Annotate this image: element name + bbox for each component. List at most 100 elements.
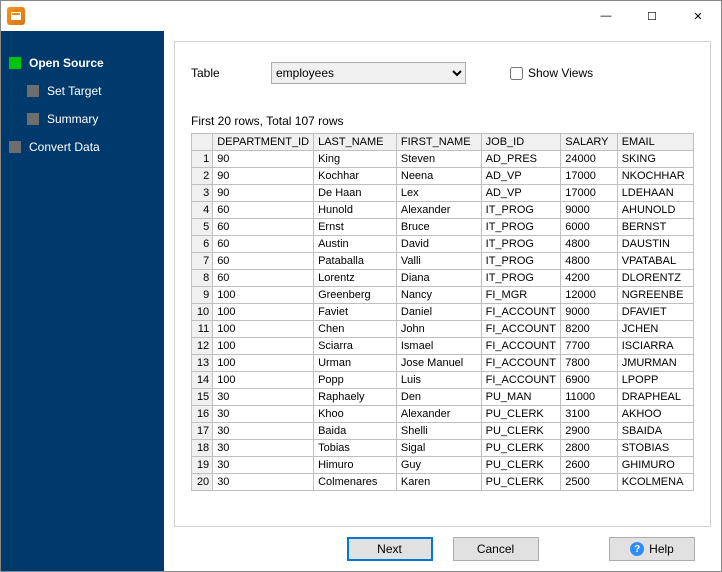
maximize-button[interactable]: ☐ xyxy=(629,1,675,31)
data-cell[interactable]: 100 xyxy=(213,321,314,338)
data-cell[interactable]: BERNST xyxy=(617,219,693,236)
column-header[interactable]: SALARY xyxy=(561,134,617,151)
data-cell[interactable]: Sigal xyxy=(396,440,481,457)
data-cell[interactable]: Pataballa xyxy=(314,253,397,270)
data-cell[interactable]: FI_ACCOUNT xyxy=(481,372,561,389)
next-button[interactable]: Next xyxy=(347,537,433,561)
data-cell[interactable]: 60 xyxy=(213,236,314,253)
data-cell[interactable]: IT_PROG xyxy=(481,219,561,236)
table-row[interactable]: 9100GreenbergNancyFI_MGR12000NGREENBE xyxy=(192,287,694,304)
data-cell[interactable]: Daniel xyxy=(396,304,481,321)
data-cell[interactable]: SBAIDA xyxy=(617,423,693,440)
data-cell[interactable]: 30 xyxy=(213,423,314,440)
data-cell[interactable]: Raphaely xyxy=(314,389,397,406)
data-cell[interactable]: 60 xyxy=(213,219,314,236)
data-cell[interactable]: 7700 xyxy=(561,338,617,355)
table-row[interactable]: 390De HaanLexAD_VP17000LDEHAAN xyxy=(192,185,694,202)
data-cell[interactable]: DAUSTIN xyxy=(617,236,693,253)
data-cell[interactable]: Diana xyxy=(396,270,481,287)
data-cell[interactable]: Shelli xyxy=(396,423,481,440)
data-cell[interactable]: 100 xyxy=(213,304,314,321)
data-cell[interactable]: 8200 xyxy=(561,321,617,338)
data-cell[interactable]: Bruce xyxy=(396,219,481,236)
data-cell[interactable]: 2600 xyxy=(561,457,617,474)
data-cell[interactable]: AD_PRES xyxy=(481,151,561,168)
data-cell[interactable]: Ismael xyxy=(396,338,481,355)
data-cell[interactable]: Chen xyxy=(314,321,397,338)
data-cell[interactable]: Guy xyxy=(396,457,481,474)
data-cell[interactable]: AD_VP xyxy=(481,168,561,185)
table-row[interactable]: 760PataballaValliIT_PROG4800VPATABAL xyxy=(192,253,694,270)
table-row[interactable]: 660AustinDavidIT_PROG4800DAUSTIN xyxy=(192,236,694,253)
data-cell[interactable]: 17000 xyxy=(561,185,617,202)
data-cell[interactable]: GHIMURO xyxy=(617,457,693,474)
cancel-button[interactable]: Cancel xyxy=(453,537,539,561)
data-cell[interactable]: 30 xyxy=(213,389,314,406)
data-cell[interactable]: Den xyxy=(396,389,481,406)
column-header[interactable]: JOB_ID xyxy=(481,134,561,151)
data-cell[interactable]: 11000 xyxy=(561,389,617,406)
data-grid-scroll[interactable]: DEPARTMENT_IDLAST_NAMEFIRST_NAMEJOB_IDSA… xyxy=(191,133,694,516)
data-cell[interactable]: Popp xyxy=(314,372,397,389)
data-cell[interactable]: ISCIARRA xyxy=(617,338,693,355)
data-cell[interactable]: 60 xyxy=(213,202,314,219)
step-convert-data[interactable]: Convert Data xyxy=(1,133,164,161)
data-cell[interactable]: 90 xyxy=(213,185,314,202)
data-cell[interactable]: 30 xyxy=(213,474,314,491)
close-button[interactable]: ✕ xyxy=(675,1,721,31)
data-cell[interactable]: NGREENBE xyxy=(617,287,693,304)
data-cell[interactable]: Urman xyxy=(314,355,397,372)
data-cell[interactable]: 6000 xyxy=(561,219,617,236)
data-cell[interactable]: JCHEN xyxy=(617,321,693,338)
table-row[interactable]: 11100ChenJohnFI_ACCOUNT8200JCHEN xyxy=(192,321,694,338)
data-cell[interactable]: 2900 xyxy=(561,423,617,440)
table-row[interactable]: 12100SciarraIsmaelFI_ACCOUNT7700ISCIARRA xyxy=(192,338,694,355)
data-cell[interactable]: Austin xyxy=(314,236,397,253)
data-cell[interactable]: FI_ACCOUNT xyxy=(481,321,561,338)
step-open-source[interactable]: Open Source xyxy=(1,49,164,77)
data-cell[interactable]: 60 xyxy=(213,270,314,287)
table-row[interactable]: 1530RaphaelyDenPU_MAN11000DRAPHEAL xyxy=(192,389,694,406)
data-cell[interactable]: Kochhar xyxy=(314,168,397,185)
column-header[interactable]: FIRST_NAME xyxy=(396,134,481,151)
table-row[interactable]: 14100PoppLuisFI_ACCOUNT6900LPOPP xyxy=(192,372,694,389)
table-row[interactable]: 1930HimuroGuyPU_CLERK2600GHIMURO xyxy=(192,457,694,474)
data-cell[interactable]: DFAVIET xyxy=(617,304,693,321)
data-cell[interactable]: 17000 xyxy=(561,168,617,185)
data-cell[interactable]: 100 xyxy=(213,372,314,389)
data-cell[interactable]: 2500 xyxy=(561,474,617,491)
data-cell[interactable]: JMURMAN xyxy=(617,355,693,372)
data-cell[interactable]: FI_ACCOUNT xyxy=(481,338,561,355)
data-cell[interactable]: Steven xyxy=(396,151,481,168)
column-header[interactable]: LAST_NAME xyxy=(314,134,397,151)
table-row[interactable]: 560ErnstBruceIT_PROG6000BERNST xyxy=(192,219,694,236)
data-cell[interactable]: 100 xyxy=(213,287,314,304)
table-row[interactable]: 860LorentzDianaIT_PROG4200DLORENTZ xyxy=(192,270,694,287)
data-cell[interactable]: 4800 xyxy=(561,253,617,270)
data-cell[interactable]: AHUNOLD xyxy=(617,202,693,219)
data-cell[interactable]: PU_CLERK xyxy=(481,457,561,474)
data-cell[interactable]: 24000 xyxy=(561,151,617,168)
data-cell[interactable]: SKING xyxy=(617,151,693,168)
data-cell[interactable]: Ernst xyxy=(314,219,397,236)
data-cell[interactable]: 90 xyxy=(213,168,314,185)
data-cell[interactable]: 60 xyxy=(213,253,314,270)
data-cell[interactable]: AD_VP xyxy=(481,185,561,202)
data-cell[interactable]: Faviet xyxy=(314,304,397,321)
data-cell[interactable]: 30 xyxy=(213,406,314,423)
data-cell[interactable]: FI_ACCOUNT xyxy=(481,355,561,372)
table-row[interactable]: 290KochharNeenaAD_VP17000NKOCHHAR xyxy=(192,168,694,185)
data-cell[interactable]: Valli xyxy=(396,253,481,270)
data-cell[interactable]: Tobias xyxy=(314,440,397,457)
data-cell[interactable]: Baida xyxy=(314,423,397,440)
data-cell[interactable]: FI_ACCOUNT xyxy=(481,304,561,321)
data-cell[interactable]: 90 xyxy=(213,151,314,168)
data-cell[interactable]: NKOCHHAR xyxy=(617,168,693,185)
data-cell[interactable]: King xyxy=(314,151,397,168)
data-cell[interactable]: LDEHAAN xyxy=(617,185,693,202)
data-cell[interactable]: FI_MGR xyxy=(481,287,561,304)
data-cell[interactable]: 4800 xyxy=(561,236,617,253)
data-cell[interactable]: KCOLMENA xyxy=(617,474,693,491)
table-row[interactable]: 2030ColmenaresKarenPU_CLERK2500KCOLMENA xyxy=(192,474,694,491)
data-cell[interactable]: Nancy xyxy=(396,287,481,304)
